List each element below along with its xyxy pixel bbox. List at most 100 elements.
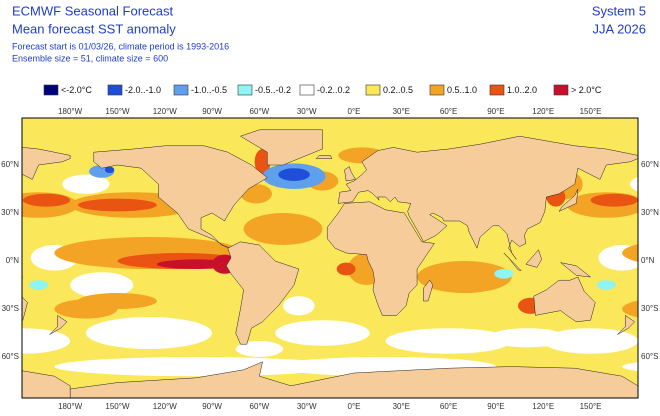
lon-label: 0°E xyxy=(348,402,361,411)
land xyxy=(315,155,333,159)
sst-anomaly xyxy=(622,362,638,372)
season: JJA 2026 xyxy=(593,21,647,36)
sst-anomaly xyxy=(85,317,213,349)
subtitle: Mean forecast SST anomaly xyxy=(12,21,176,36)
land xyxy=(239,129,323,166)
lat-label: 0°N xyxy=(6,256,20,265)
lon-label: 120°W xyxy=(153,402,178,411)
land xyxy=(617,314,636,335)
lat-label: 60°N xyxy=(1,160,19,169)
legend-label: -0.2..0.2 xyxy=(317,85,350,95)
sst-anomaly xyxy=(235,341,284,357)
legend-swatch xyxy=(429,84,445,96)
legend-label: 0.5..1.0 xyxy=(447,85,477,95)
lon-label: 60°W xyxy=(250,107,270,116)
land xyxy=(337,135,638,260)
sst-anomaly xyxy=(70,272,134,298)
lon-label: 180°W xyxy=(58,402,83,411)
lon-label: 30°E xyxy=(393,402,410,411)
sst-anomaly xyxy=(275,320,370,346)
sst-anomaly xyxy=(654,317,660,349)
lon-label: 0°E xyxy=(348,107,361,116)
sst-anomaly xyxy=(104,166,115,173)
lon-label: 150°E xyxy=(580,107,602,116)
land xyxy=(533,276,596,323)
lat-label: 30°N xyxy=(641,208,659,217)
lat-label: 30°N xyxy=(1,208,19,217)
lon-label: 90°W xyxy=(202,402,222,411)
legend-swatch xyxy=(107,84,123,96)
sst-anomaly xyxy=(283,296,315,316)
lat-label: 0°N xyxy=(641,256,655,265)
sst-anomaly xyxy=(254,149,271,175)
land xyxy=(22,370,71,398)
lon-label: 150°E xyxy=(580,402,602,411)
sst-anomaly xyxy=(78,198,157,212)
sst-anomaly xyxy=(637,283,638,287)
lon-label: 30°W xyxy=(297,107,317,116)
sst-anomaly xyxy=(78,293,157,309)
sst-anomaly xyxy=(385,328,512,354)
lat-label: 30°S xyxy=(641,304,658,313)
land xyxy=(525,249,542,268)
lon-label: 90°W xyxy=(202,107,222,116)
title: ECMWF Seasonal Forecast xyxy=(12,3,173,18)
forecast-info: Forecast start is 01/03/26, climate peri… xyxy=(12,41,229,51)
legend-label: -0.5..-0.2 xyxy=(255,85,291,95)
legend-swatch xyxy=(237,84,253,96)
legend-swatch xyxy=(299,84,315,96)
sst-anomaly xyxy=(243,213,323,245)
sst-anomaly xyxy=(54,357,339,377)
legend-swatch xyxy=(553,84,569,96)
lon-label: 180°W xyxy=(58,107,83,116)
sst-anomaly xyxy=(417,261,512,293)
sst-anomaly xyxy=(629,176,638,192)
land xyxy=(93,145,268,249)
lon-label: 150°W xyxy=(105,107,130,116)
sst-anomaly xyxy=(22,328,71,354)
lat-label: 60°S xyxy=(2,352,19,361)
lon-label: 30°E xyxy=(393,107,410,116)
land xyxy=(49,314,68,335)
lat-label: 30°S xyxy=(2,304,19,313)
sst-anomaly xyxy=(29,280,49,290)
legend-swatch xyxy=(43,84,59,96)
legend-label: 0.2..0.5 xyxy=(383,85,413,95)
system: System 5 xyxy=(592,3,646,18)
lon-label: 90°E xyxy=(487,107,504,116)
sst-anomaly xyxy=(622,244,638,262)
legend-label: <-2.0°C xyxy=(61,85,92,95)
lon-label: 120°E xyxy=(532,402,554,411)
legend-swatch xyxy=(365,84,381,96)
land xyxy=(558,188,579,212)
lat-label: 60°S xyxy=(641,352,658,361)
sst-anomaly xyxy=(488,328,567,348)
legend-swatch xyxy=(173,84,189,96)
legend-swatch xyxy=(489,84,505,96)
sst-anomaly xyxy=(62,174,110,194)
lon-label: 120°W xyxy=(153,107,178,116)
lon-label: 60°E xyxy=(440,402,457,411)
land xyxy=(344,166,356,182)
ensemble-info: Ensemble size = 51, climate size = 600 xyxy=(12,53,168,63)
sst-anomaly xyxy=(278,168,310,182)
lon-label: 120°E xyxy=(532,107,554,116)
land xyxy=(225,241,300,345)
sst-anomaly xyxy=(543,328,638,354)
lat-label: 60°N xyxy=(641,160,659,169)
lon-label: 90°E xyxy=(487,402,504,411)
sst-anomaly xyxy=(590,193,638,207)
lon-label: 30°W xyxy=(297,402,317,411)
sst-anomaly xyxy=(494,269,514,279)
sst-anomaly xyxy=(596,280,616,290)
lon-label: 60°W xyxy=(250,402,270,411)
lon-label: 60°E xyxy=(440,107,457,116)
sst-anomaly xyxy=(22,193,71,207)
map xyxy=(22,118,660,398)
sst-anomaly xyxy=(622,300,638,318)
legend-label: -2.0..-1.0 xyxy=(125,85,161,95)
legend-label: 1.0..2.0 xyxy=(507,85,537,95)
map-frame xyxy=(21,117,639,399)
land xyxy=(22,147,71,180)
